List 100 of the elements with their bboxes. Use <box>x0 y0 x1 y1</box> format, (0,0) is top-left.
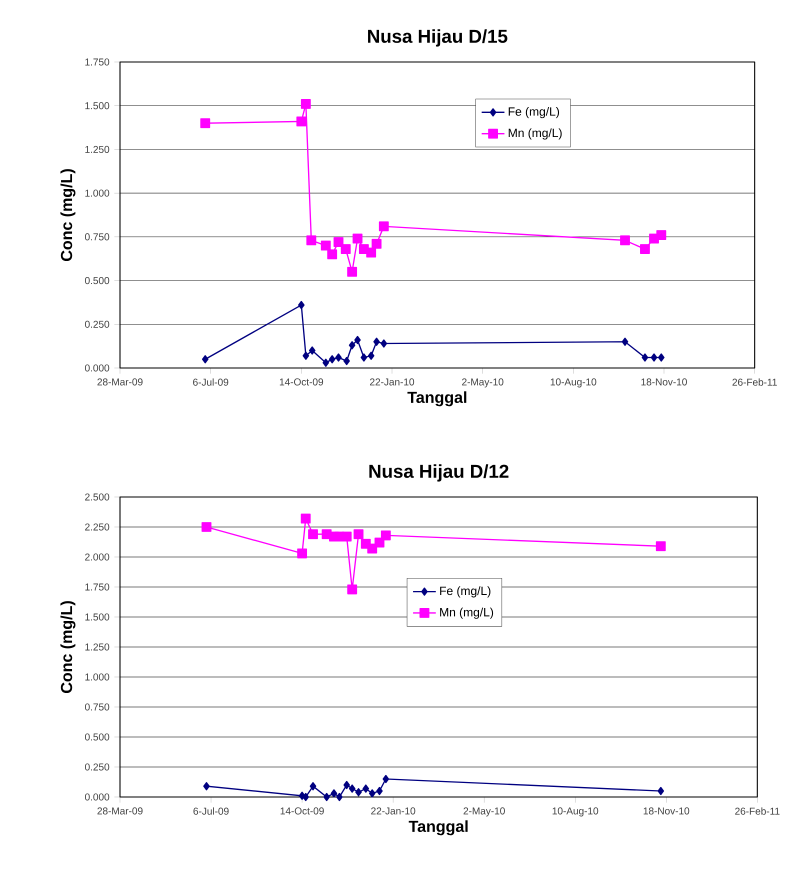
legend-label: Mn (mg/L) <box>440 608 494 619</box>
point <box>343 780 350 790</box>
point <box>347 266 358 277</box>
x-tick-label: 22-Jan-10 <box>370 378 414 386</box>
point <box>362 784 370 793</box>
point <box>202 355 208 364</box>
point <box>360 353 368 362</box>
point <box>368 789 376 798</box>
x-axis-title: Tanggal <box>407 391 466 406</box>
point <box>310 782 316 790</box>
point <box>656 541 666 552</box>
x-tick-label: 18-Nov-10 <box>641 378 687 386</box>
point <box>374 538 384 548</box>
point <box>334 237 344 248</box>
point <box>347 584 358 594</box>
x-tick-label: 2-May-10 <box>462 378 504 388</box>
x-tick-label: 28-Mar-09 <box>97 378 143 386</box>
point <box>327 249 338 260</box>
y-tick-label: 0.250 <box>84 763 110 771</box>
x-tick-label: 28-Mar-09 <box>97 807 143 814</box>
y-axis-title: Conc (mg/L) <box>60 169 76 262</box>
point <box>658 353 665 362</box>
point <box>640 244 650 254</box>
x-tick-label: 18-Nov-10 <box>644 807 690 814</box>
point <box>380 530 391 540</box>
x-tick-label: 14-Oct-09 <box>280 378 324 386</box>
y-tick-label: 2.500 <box>85 493 110 501</box>
point <box>308 346 316 355</box>
y-tick-label: 0.500 <box>84 733 110 741</box>
point <box>376 786 383 796</box>
point <box>372 238 382 249</box>
chart-title: Nusa Hijau D/12 <box>369 464 508 482</box>
point <box>203 782 210 790</box>
point <box>352 234 362 244</box>
point <box>366 248 376 258</box>
point <box>320 240 331 251</box>
y-tick-label: 1.500 <box>85 102 110 110</box>
point <box>343 356 350 366</box>
point <box>300 514 311 524</box>
point <box>622 338 628 346</box>
point <box>322 358 330 367</box>
y-tick-label: 1.250 <box>85 643 110 651</box>
y-tick-label: 1.750 <box>85 58 110 66</box>
legend-label: Mn (mg/L) <box>508 128 562 140</box>
legend-label: Fe (mg/L) <box>440 586 490 598</box>
point <box>373 338 380 346</box>
point <box>355 788 362 796</box>
point <box>658 786 664 796</box>
y-tick-label: 0.500 <box>84 277 110 284</box>
point <box>200 118 210 128</box>
point <box>298 300 305 310</box>
point <box>296 116 306 126</box>
x-tick-label: 2-May-10 <box>464 807 505 816</box>
chart-title: Nusa Hijau D/15 <box>368 29 508 47</box>
x-tick-label: 10-Aug-10 <box>552 807 598 816</box>
point <box>380 339 388 348</box>
point <box>642 353 648 362</box>
point <box>368 352 374 360</box>
point <box>382 774 390 784</box>
y-axis-title: Conc (mg/L) <box>60 601 76 694</box>
point <box>306 235 316 246</box>
point <box>300 99 311 109</box>
point <box>335 353 342 362</box>
point <box>354 529 364 540</box>
point <box>323 792 330 802</box>
y-tick-label: 0.250 <box>84 320 110 328</box>
y-tick-label: 0.750 <box>84 703 110 711</box>
point <box>302 352 310 360</box>
point <box>620 235 630 246</box>
x-axis-title: Tanggal <box>408 820 468 836</box>
point <box>378 221 389 232</box>
x-tick-label: 10-Aug-10 <box>550 378 596 388</box>
point <box>308 529 318 540</box>
point <box>348 341 356 350</box>
point <box>328 355 336 364</box>
y-tick-label: 1.000 <box>85 190 110 197</box>
y-tick-label: 0.000 <box>84 793 110 801</box>
y-tick-label: 1.000 <box>85 673 110 681</box>
y-tick-label: 2.000 <box>85 553 110 561</box>
x-tick-label: 14-Oct-09 <box>280 807 324 814</box>
y-tick-label: 2.250 <box>85 523 110 531</box>
x-tick-label: 22-Jan-10 <box>371 807 416 814</box>
y-tick-label: 1.750 <box>85 583 110 591</box>
x-tick-label: 26-Feb-11 <box>735 807 780 815</box>
y-tick-label: 1.500 <box>85 613 110 621</box>
point <box>336 792 343 802</box>
point <box>354 336 361 344</box>
x-tick-label: 6-Jul-09 <box>193 378 228 386</box>
point <box>656 230 666 240</box>
point <box>348 784 356 793</box>
point <box>650 353 658 362</box>
y-tick-label: 1.250 <box>85 146 110 153</box>
point <box>202 522 212 532</box>
point <box>342 532 352 542</box>
y-tick-label: 0.750 <box>84 233 110 240</box>
point <box>340 244 351 254</box>
x-tick-label: 6-Jul-09 <box>193 807 229 815</box>
point <box>297 548 308 558</box>
legend-label: Fe (mg/L) <box>508 106 560 118</box>
x-tick-label: 26-Feb-11 <box>732 378 777 386</box>
